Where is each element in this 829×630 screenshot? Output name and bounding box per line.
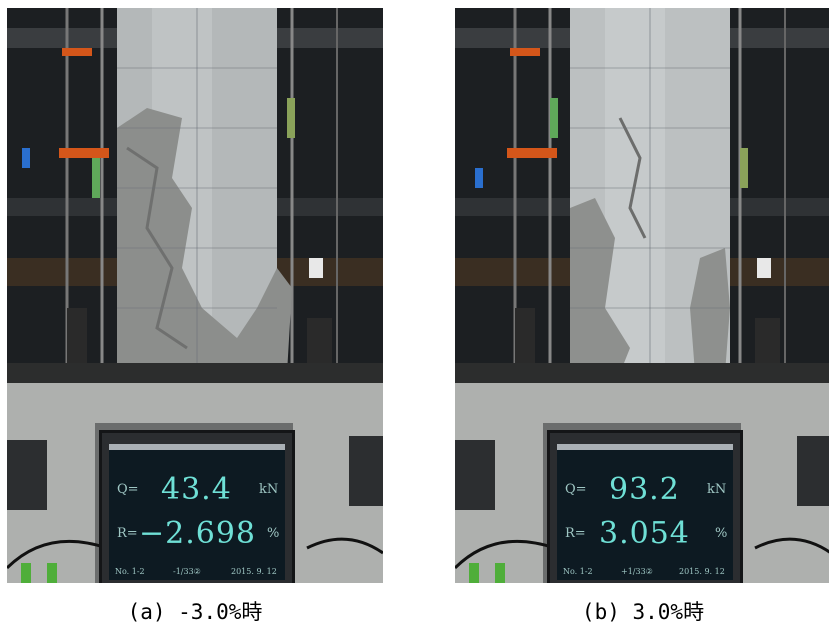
lcd-screen: Q= 93.2 kN R= 3.054 % No. 1-2 +1/33② 201… xyxy=(557,444,733,580)
test-date: 2015. 9. 12 xyxy=(679,567,725,576)
test-date: 2015. 9. 12 xyxy=(231,567,277,576)
cycle-label: +1/33② xyxy=(621,567,653,576)
r-label: R= xyxy=(565,526,586,541)
r-unit: % xyxy=(715,526,728,541)
caption-a: (a) -3.0%時 xyxy=(127,600,263,624)
r-label: R= xyxy=(117,526,138,541)
load-display-b: Q= 93.2 kN R= 3.054 % No. 1-2 +1/33② 201… xyxy=(547,430,743,583)
load-display-a: Q= 43.4 kN R= −2.698 % No. 1-2 -1/33② 20… xyxy=(99,430,295,583)
q-label: Q= xyxy=(565,482,587,497)
photo-panel-a: Q= 43.4 kN R= −2.698 % No. 1-2 -1/33② 20… xyxy=(7,8,383,583)
cycle-label: -1/33② xyxy=(173,567,201,576)
q-value: 43.4 xyxy=(161,472,232,507)
q-unit: kN xyxy=(707,482,727,497)
r-value: −2.698 xyxy=(139,516,257,551)
r-unit: % xyxy=(267,526,280,541)
photo-panel-b: Q= 93.2 kN R= 3.054 % No. 1-2 +1/33② 201… xyxy=(455,8,829,583)
r-value: 3.054 xyxy=(599,516,690,551)
q-unit: kN xyxy=(259,482,279,497)
specimen-number: No. 1-2 xyxy=(563,567,593,576)
specimen-number: No. 1-2 xyxy=(115,567,145,576)
lcd-screen: Q= 43.4 kN R= −2.698 % No. 1-2 -1/33② 20… xyxy=(109,444,285,580)
q-value: 93.2 xyxy=(609,472,680,507)
caption-b: (b) 3.0%時 xyxy=(581,600,705,624)
q-label: Q= xyxy=(117,482,139,497)
